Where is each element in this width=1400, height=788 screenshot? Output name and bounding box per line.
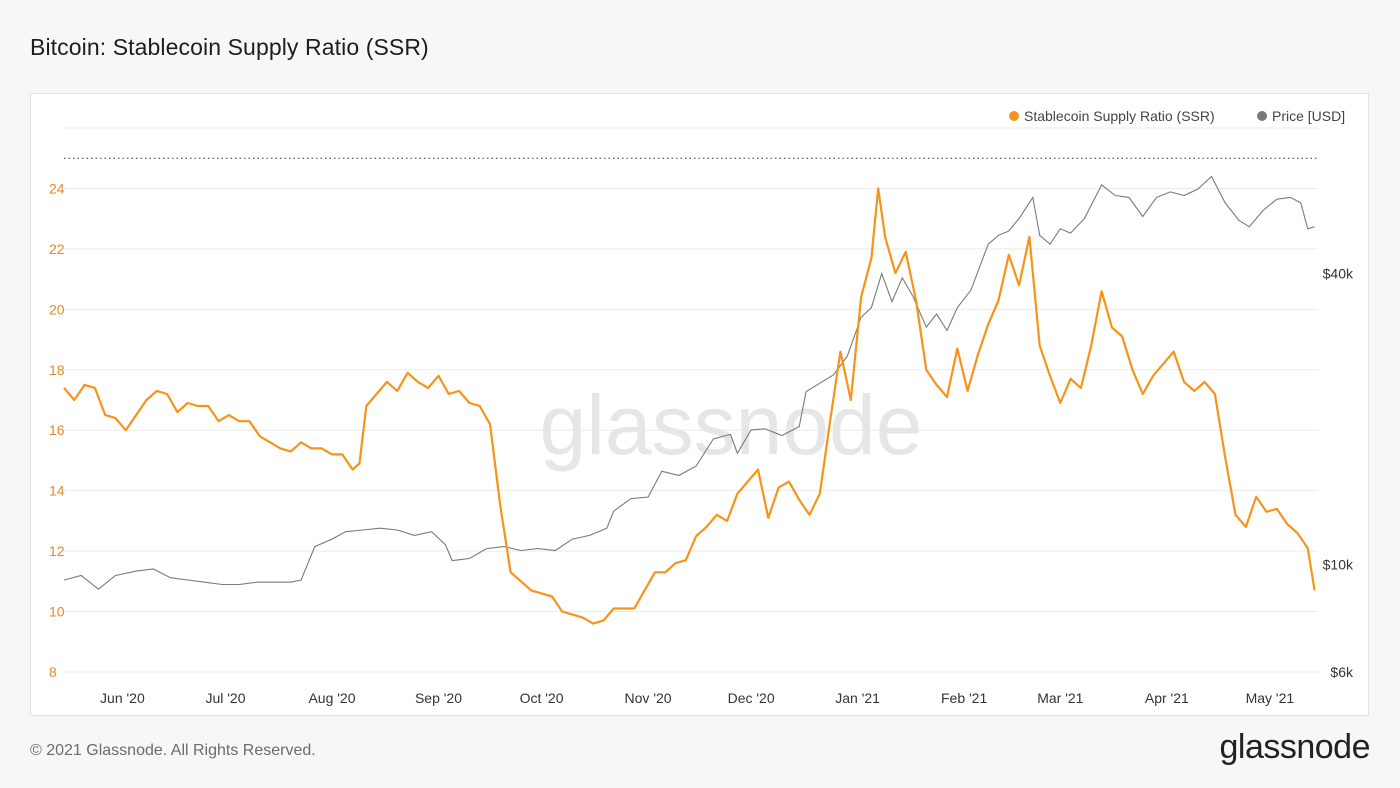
right-tick-label: $10k [1323,557,1354,573]
x-tick-label: Jan '21 [835,690,880,706]
legend-ssr-label[interactable]: Stablecoin Supply Ratio (SSR) [1024,108,1215,124]
left-tick-label: 22 [49,241,65,257]
watermark-text: glassnode [540,378,923,472]
left-tick-label: 20 [49,301,65,317]
left-axis-ticks: 8 10 12 14 16 18 20 22 24 [49,180,65,680]
x-tick-label: Sep '20 [415,690,462,706]
chart-panel: glassnode 8 10 12 14 16 18 20 22 24 $6k $10k $40k … [30,93,1369,716]
x-tick-label: Apr '21 [1145,690,1189,706]
x-tick-label: Aug '20 [308,690,355,706]
x-tick-label: Oct '20 [520,690,564,706]
left-tick-label: 10 [49,604,65,620]
x-axis-ticks: Jun '20 Jul '20 Aug '20 Sep '20 Oct '20 Nov '… [100,690,1294,706]
grid-layer [64,127,1318,673]
right-tick-label: $6k [1330,664,1354,680]
footer-copyright: © 2021 Glassnode. All Rights Reserved. [30,742,316,759]
x-tick-label: Nov '20 [625,690,672,706]
left-tick-label: 12 [49,543,65,559]
legend-ssr-marker [1009,111,1019,121]
legend-price-label[interactable]: Price [USD] [1272,108,1345,124]
page-title: Bitcoin: Stablecoin Supply Ratio (SSR) [30,34,429,60]
left-tick-label: 14 [49,483,65,499]
right-tick-label: $40k [1323,266,1354,282]
ssr-series-line [63,187,1316,625]
x-tick-label: Jul '20 [205,690,245,706]
price-series-line [63,175,1315,590]
left-tick-label: 16 [49,422,65,438]
right-axis-ticks: $6k $10k $40k [1323,266,1354,680]
legend-price-marker [1257,111,1267,121]
x-tick-label: May '21 [1246,690,1295,706]
left-tick-label: 18 [49,362,65,378]
x-tick-label: Feb '21 [941,690,987,706]
glassnode-logo[interactable]: glassnode [1219,728,1370,766]
x-tick-label: Mar '21 [1037,690,1083,706]
left-tick-label: 8 [49,664,57,680]
x-tick-label: Jun '20 [100,690,145,706]
x-tick-label: Dec '20 [728,690,775,706]
legend: Stablecoin Supply Ratio (SSR) Price [USD… [1009,108,1345,124]
left-tick-label: 24 [49,180,65,196]
